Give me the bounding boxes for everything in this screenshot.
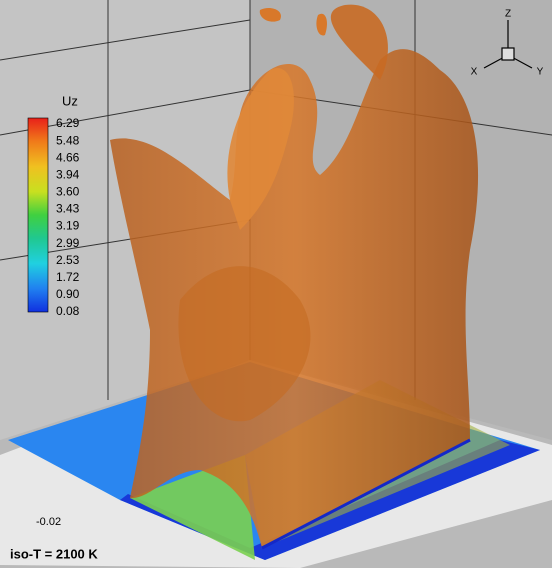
annotation: iso-T = 2100 K [10,546,98,561]
axis-triad [483,20,533,69]
iso-surface [178,266,311,422]
colorbar-label: 3.94 [56,167,80,181]
colorbar-label: 0.08 [56,304,80,318]
axis-tick-label: -0.02 [36,516,61,528]
triad-label: X [471,67,478,78]
colorbar-label: 0.90 [56,287,80,301]
colorbar-label: 5.48 [56,133,80,147]
colorbar-label: 4.66 [56,150,80,164]
colorbar-title: Uz [62,93,78,108]
colorbar-label: 2.53 [56,253,80,267]
colorbar-label: 3.19 [56,219,80,233]
colorbar-label: 6.29 [56,116,80,130]
plane-edge [261,438,471,550]
colorbar-labels: 6.29 5.48 4.66 3.94 3.60 3.43 3.19 2.99 2.53 1.72… [56,116,80,318]
colorbar [27,117,49,313]
colorbar-label: 3.43 [56,202,80,216]
colorbar-label: 1.72 [56,270,80,284]
colorbar-label: 3.60 [56,185,80,199]
triad-label: Y [537,67,544,78]
iso-surface [330,4,388,80]
triad-label: Z [505,9,511,20]
colorbar-label: 2.99 [56,236,80,250]
iso-surface [259,8,328,36]
iso-surface [227,68,294,230]
